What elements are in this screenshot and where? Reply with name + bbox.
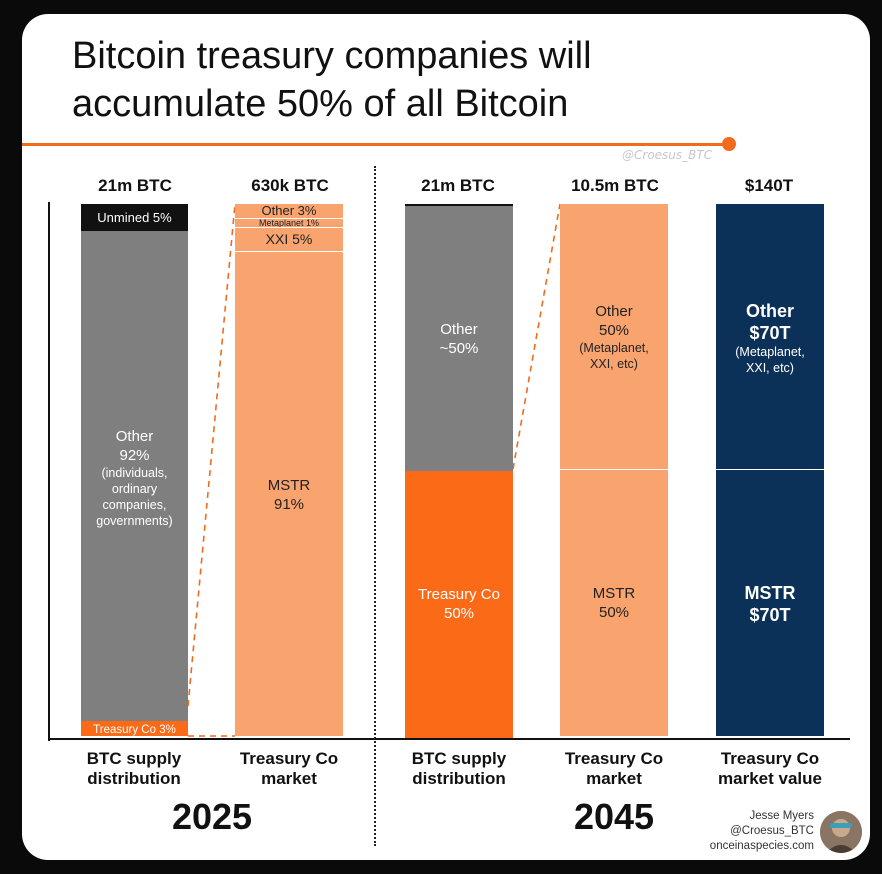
year-label-2025: 2025 [171,796,253,837]
year-label-2045: 2045 [573,796,655,837]
segment-label-other: Other [115,428,154,445]
segment-label-other: Other [595,303,633,320]
author-name: Jesse Myers [749,810,814,822]
segment-pct-mstr: $70T [749,605,791,625]
year-divider [374,166,376,846]
segment-pct-mstr: 50% [598,604,630,621]
segment-pct-other: $70T [749,323,791,343]
segment-note: companies, [102,498,167,512]
x-axis [48,738,850,740]
segment-note: XXI, etc) [590,357,638,371]
avatar [820,811,862,853]
segment-note: (Metaplanet, [579,341,649,355]
author-handle: @Croesus_BTC [730,825,814,837]
bar-2025-treasury-market: Other 3% Metaplanet 1% XXI 5% MSTR 91% [235,203,343,736]
segment-other: Other 50% (Metaplanet, XXI, etc) [560,204,668,470]
segment-label-other: Other [440,321,478,338]
segment-other: Other $70T (Metaplanet, XXI, etc) [716,204,824,470]
segment-note: ordinary [111,482,158,496]
segment-mstr: MSTR 50% [560,470,668,736]
segment-label-other: Other 3% [261,203,317,218]
category-label: BTC supply distribution [411,749,507,788]
segment-note: XXI, etc) [746,361,794,375]
segment-label-other: Other [745,301,794,321]
category-label: Treasury Co market [564,749,664,788]
author-credit: Jesse Myers @Croesus_BTC onceinaspecies.… [672,809,814,854]
segment-treasury-co: Treasury Co 3% [81,721,188,736]
segment-treasury-co: Treasury Co 50% [405,471,513,738]
bar-2045-treasury-market-value: Other $70T (Metaplanet, XXI, etc) MSTR $… [716,204,824,736]
segment-label-metaplanet: Metaplanet 1% [258,218,320,228]
infographic-card: Bitcoin treasury companies will accumula… [22,14,870,860]
bar-2045-treasury-market: Other 50% (Metaplanet, XXI, etc) MSTR 50… [560,204,668,736]
category-label: Treasury Co market value [718,749,822,788]
category-label: Treasury Co market [239,749,339,788]
page-title: Bitcoin treasury companies will accumula… [72,32,832,128]
segment-other: Other 92% (individuals, ordinary compani… [81,231,188,721]
watermark: @Croesus_BTC [622,148,713,162]
title-line-1: Bitcoin treasury companies will [72,35,592,77]
segment-label-mstr: MSTR [744,583,796,603]
title-underline [22,143,728,146]
segment-note: (Metaplanet, [735,345,805,359]
segment-label-treasury-co: Treasury Co [418,586,500,603]
segment-label-xxi: XXI 5% [265,231,313,247]
bar-top-label: 21m BTC [421,176,495,195]
segment-mstr: MSTR 91% [235,252,343,736]
segment-xxi: XXI 5% [235,227,343,252]
segment-pct-other: ~50% [439,340,479,357]
segment-unmined: Unmined 5% [81,204,188,231]
segment-pct-mstr: 91% [273,496,305,513]
bar-2025-btc-supply: Unmined 5% Other 92% (individuals, ordin… [81,204,188,736]
category-label: BTC supply distribution [86,749,182,788]
connector-lines [187,203,561,737]
connector-line-2045-top [512,203,561,470]
segment-other: Other 3% [235,203,343,218]
segment-label-mstr: MSTR [592,585,636,602]
title-line-2: accumulate 50% of all Bitcoin [72,83,569,125]
segment-metaplanet: Metaplanet 1% [235,218,343,228]
segment-label-unmined: Unmined 5% [97,210,172,225]
bar-top-label: $140T [744,176,794,195]
segment-mstr: MSTR $70T [716,470,824,736]
segment-note: (individuals, [101,466,168,480]
bar-top-label: 630k BTC [251,176,329,195]
segment-note: governments) [96,514,173,528]
segment-pct-treasury-co: 50% [443,605,475,622]
bar-2045-btc-supply: Other ~50% Treasury Co 50% [405,204,513,738]
bar-top-label: 21m BTC [98,176,172,195]
bar-top-label: 10.5m BTC [571,176,659,195]
segment-label-treasury-co: Treasury Co 3% [93,724,176,736]
title-underline-dot [722,137,736,151]
segment-other: Other ~50% [405,206,513,471]
segment-label-mstr: MSTR [267,477,311,494]
segment-pct-other: 50% [598,322,630,339]
connector-line-2025-top [187,203,236,707]
avatar-icon [820,811,862,853]
y-axis [48,202,50,741]
segment-pct-other: 92% [119,447,150,464]
author-site: onceinaspecies.com [709,840,814,852]
